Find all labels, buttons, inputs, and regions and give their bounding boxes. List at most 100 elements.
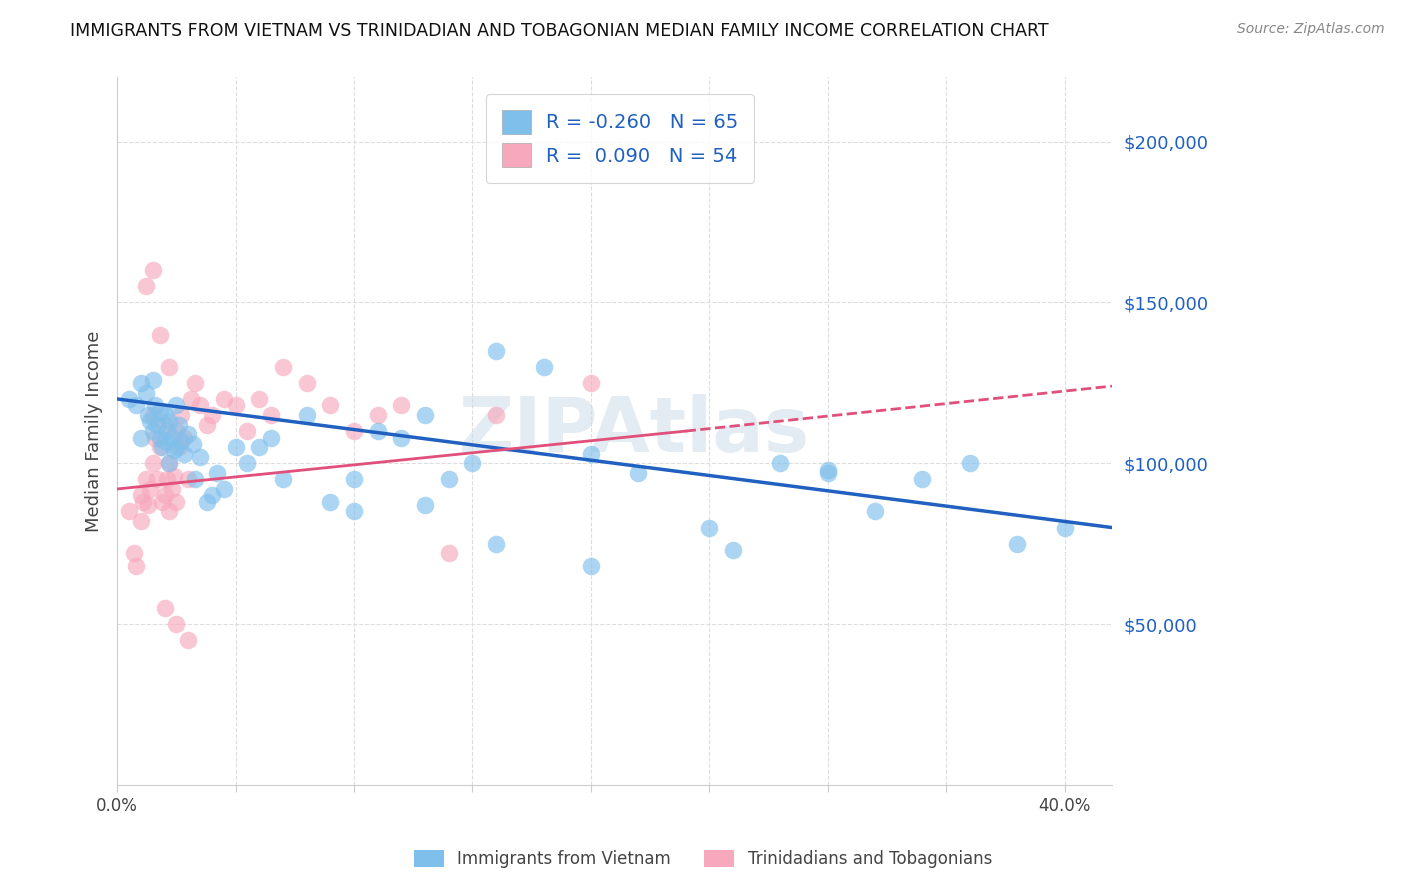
Point bbox=[143, 431, 166, 445]
Point bbox=[118, 392, 141, 406]
Point bbox=[188, 450, 211, 464]
Point bbox=[146, 472, 169, 486]
Point bbox=[173, 447, 195, 461]
Point bbox=[180, 392, 202, 406]
Point bbox=[911, 472, 934, 486]
Text: ZIPAtlas: ZIPAtlas bbox=[458, 394, 810, 468]
Text: Source: ZipAtlas.com: Source: ZipAtlas.com bbox=[1237, 22, 1385, 37]
Point bbox=[150, 495, 173, 509]
Point bbox=[817, 463, 839, 477]
Point bbox=[579, 559, 602, 574]
Point bbox=[461, 456, 484, 470]
Point bbox=[156, 424, 179, 438]
Point bbox=[157, 456, 180, 470]
Point bbox=[247, 392, 270, 406]
Point bbox=[236, 456, 259, 470]
Point bbox=[156, 472, 179, 486]
Point bbox=[959, 456, 981, 470]
Point bbox=[142, 373, 165, 387]
Point bbox=[485, 408, 508, 422]
Point bbox=[142, 424, 165, 438]
Point bbox=[160, 482, 183, 496]
Point bbox=[160, 431, 183, 445]
Point bbox=[769, 456, 792, 470]
Point bbox=[485, 343, 508, 358]
Point bbox=[817, 466, 839, 480]
Point bbox=[153, 408, 176, 422]
Point bbox=[177, 472, 200, 486]
Point bbox=[157, 456, 180, 470]
Point bbox=[343, 424, 366, 438]
Point bbox=[188, 398, 211, 412]
Point bbox=[129, 376, 152, 390]
Point bbox=[236, 424, 259, 438]
Point bbox=[343, 504, 366, 518]
Point bbox=[533, 359, 555, 374]
Point bbox=[295, 376, 318, 390]
Point bbox=[165, 617, 187, 632]
Point bbox=[157, 504, 180, 518]
Point bbox=[212, 482, 235, 496]
Point bbox=[271, 472, 294, 486]
Point bbox=[485, 536, 508, 550]
Point bbox=[319, 398, 342, 412]
Point bbox=[129, 431, 152, 445]
Point bbox=[181, 437, 204, 451]
Point bbox=[153, 434, 176, 448]
Point bbox=[1007, 536, 1029, 550]
Point bbox=[125, 559, 148, 574]
Point bbox=[177, 427, 200, 442]
Point bbox=[146, 417, 169, 432]
Point bbox=[721, 543, 744, 558]
Point bbox=[139, 482, 162, 496]
Point bbox=[170, 408, 193, 422]
Point bbox=[271, 359, 294, 374]
Point bbox=[247, 440, 270, 454]
Point bbox=[391, 431, 413, 445]
Legend: R = -0.260   N = 65, R =  0.090   N = 54: R = -0.260 N = 65, R = 0.090 N = 54 bbox=[486, 95, 754, 183]
Point bbox=[184, 472, 207, 486]
Point bbox=[135, 385, 157, 400]
Point bbox=[260, 431, 283, 445]
Point bbox=[136, 408, 159, 422]
Point bbox=[319, 495, 342, 509]
Point bbox=[579, 447, 602, 461]
Point bbox=[149, 405, 172, 419]
Point bbox=[201, 408, 224, 422]
Point bbox=[413, 498, 436, 512]
Point bbox=[391, 398, 413, 412]
Point bbox=[579, 376, 602, 390]
Point bbox=[167, 440, 190, 454]
Point bbox=[135, 279, 157, 293]
Point bbox=[177, 633, 200, 648]
Point bbox=[437, 546, 460, 560]
Point bbox=[163, 443, 186, 458]
Point bbox=[1053, 520, 1076, 534]
Point bbox=[149, 440, 172, 454]
Point bbox=[170, 434, 193, 448]
Point bbox=[225, 398, 247, 412]
Point bbox=[157, 414, 180, 428]
Point bbox=[136, 498, 159, 512]
Point bbox=[143, 398, 166, 412]
Point bbox=[165, 424, 187, 438]
Point bbox=[149, 327, 172, 342]
Point bbox=[699, 520, 721, 534]
Point bbox=[295, 408, 318, 422]
Point bbox=[142, 263, 165, 277]
Point bbox=[165, 495, 187, 509]
Point bbox=[167, 417, 190, 432]
Point bbox=[139, 414, 162, 428]
Text: IMMIGRANTS FROM VIETNAM VS TRINIDADIAN AND TOBAGONIAN MEDIAN FAMILY INCOME CORRE: IMMIGRANTS FROM VIETNAM VS TRINIDADIAN A… bbox=[70, 22, 1049, 40]
Point bbox=[343, 472, 366, 486]
Point bbox=[157, 359, 180, 374]
Point bbox=[260, 408, 283, 422]
Point bbox=[163, 469, 186, 483]
Point bbox=[165, 398, 187, 412]
Point bbox=[153, 488, 176, 502]
Point bbox=[627, 466, 650, 480]
Point bbox=[173, 431, 195, 445]
Point bbox=[437, 472, 460, 486]
Point bbox=[153, 417, 176, 432]
Point bbox=[195, 417, 218, 432]
